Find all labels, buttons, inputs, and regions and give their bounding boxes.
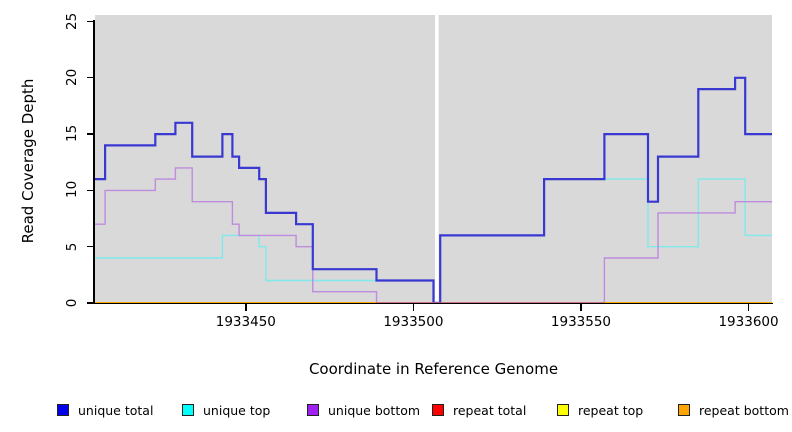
legend-label: repeat bottom: [699, 402, 789, 418]
plot-area: [95, 15, 772, 304]
unique-top-swatch-icon: [182, 404, 194, 416]
ytick-mark: [87, 246, 94, 248]
x-axis-title: Coordinate in Reference Genome: [308, 360, 559, 378]
ytick-label: 0: [64, 298, 80, 308]
xtick-mark: [412, 304, 415, 311]
repeat-bottom-swatch-icon: [678, 404, 690, 416]
ytick-mark: [87, 189, 94, 192]
xtick-label: 1933600: [718, 314, 779, 330]
ytick-mark: [87, 302, 94, 304]
legend-label: unique top: [203, 402, 271, 418]
repeat-total-swatch-icon: [432, 404, 444, 416]
ytick-mark: [87, 20, 94, 23]
ytick-label: 5: [64, 242, 80, 251]
y-axis-title: Read Coverage Depth: [19, 78, 37, 244]
legend-label: repeat total: [453, 402, 527, 418]
x-axis-line: [94, 303, 773, 305]
unique-total-swatch-icon: [57, 404, 69, 416]
legend-label: repeat top: [578, 402, 644, 418]
coverage-gap-band: [435, 15, 439, 302]
unique-bottom-swatch-icon: [307, 404, 319, 416]
xtick-mark: [580, 304, 582, 311]
legend-label: unique total: [78, 402, 154, 418]
legend-item-unique-total: unique total: [57, 402, 153, 418]
xtick-label: 1933500: [383, 314, 444, 330]
xtick-label: 1933550: [550, 314, 612, 330]
ytick-label: 15: [64, 124, 80, 143]
ytick-label: 10: [64, 181, 80, 199]
plot-svg: [95, 15, 772, 304]
ytick-mark: [87, 77, 94, 79]
legend-item-repeat-bottom: repeat bottom: [678, 402, 789, 418]
legend-item-unique-bottom: unique bottom: [307, 402, 420, 418]
ytick-mark: [87, 133, 94, 135]
legend-item-repeat-top: repeat top: [557, 402, 643, 418]
xtick-mark: [747, 304, 750, 311]
ytick-label: 25: [64, 12, 80, 30]
legend-item-repeat-total: repeat total: [432, 402, 526, 418]
repeat-top-swatch-icon: [557, 404, 569, 416]
ytick-label: 20: [64, 68, 80, 86]
xtick-mark: [245, 304, 247, 311]
series-line-unique-total: [95, 76, 772, 304]
legend-item-unique-top: unique top: [182, 402, 270, 418]
xtick-label: 1933450: [215, 314, 276, 330]
series-line-unique-bottom: [95, 167, 772, 304]
legend-label: unique bottom: [328, 402, 421, 418]
y-axis-line: [93, 20, 95, 304]
